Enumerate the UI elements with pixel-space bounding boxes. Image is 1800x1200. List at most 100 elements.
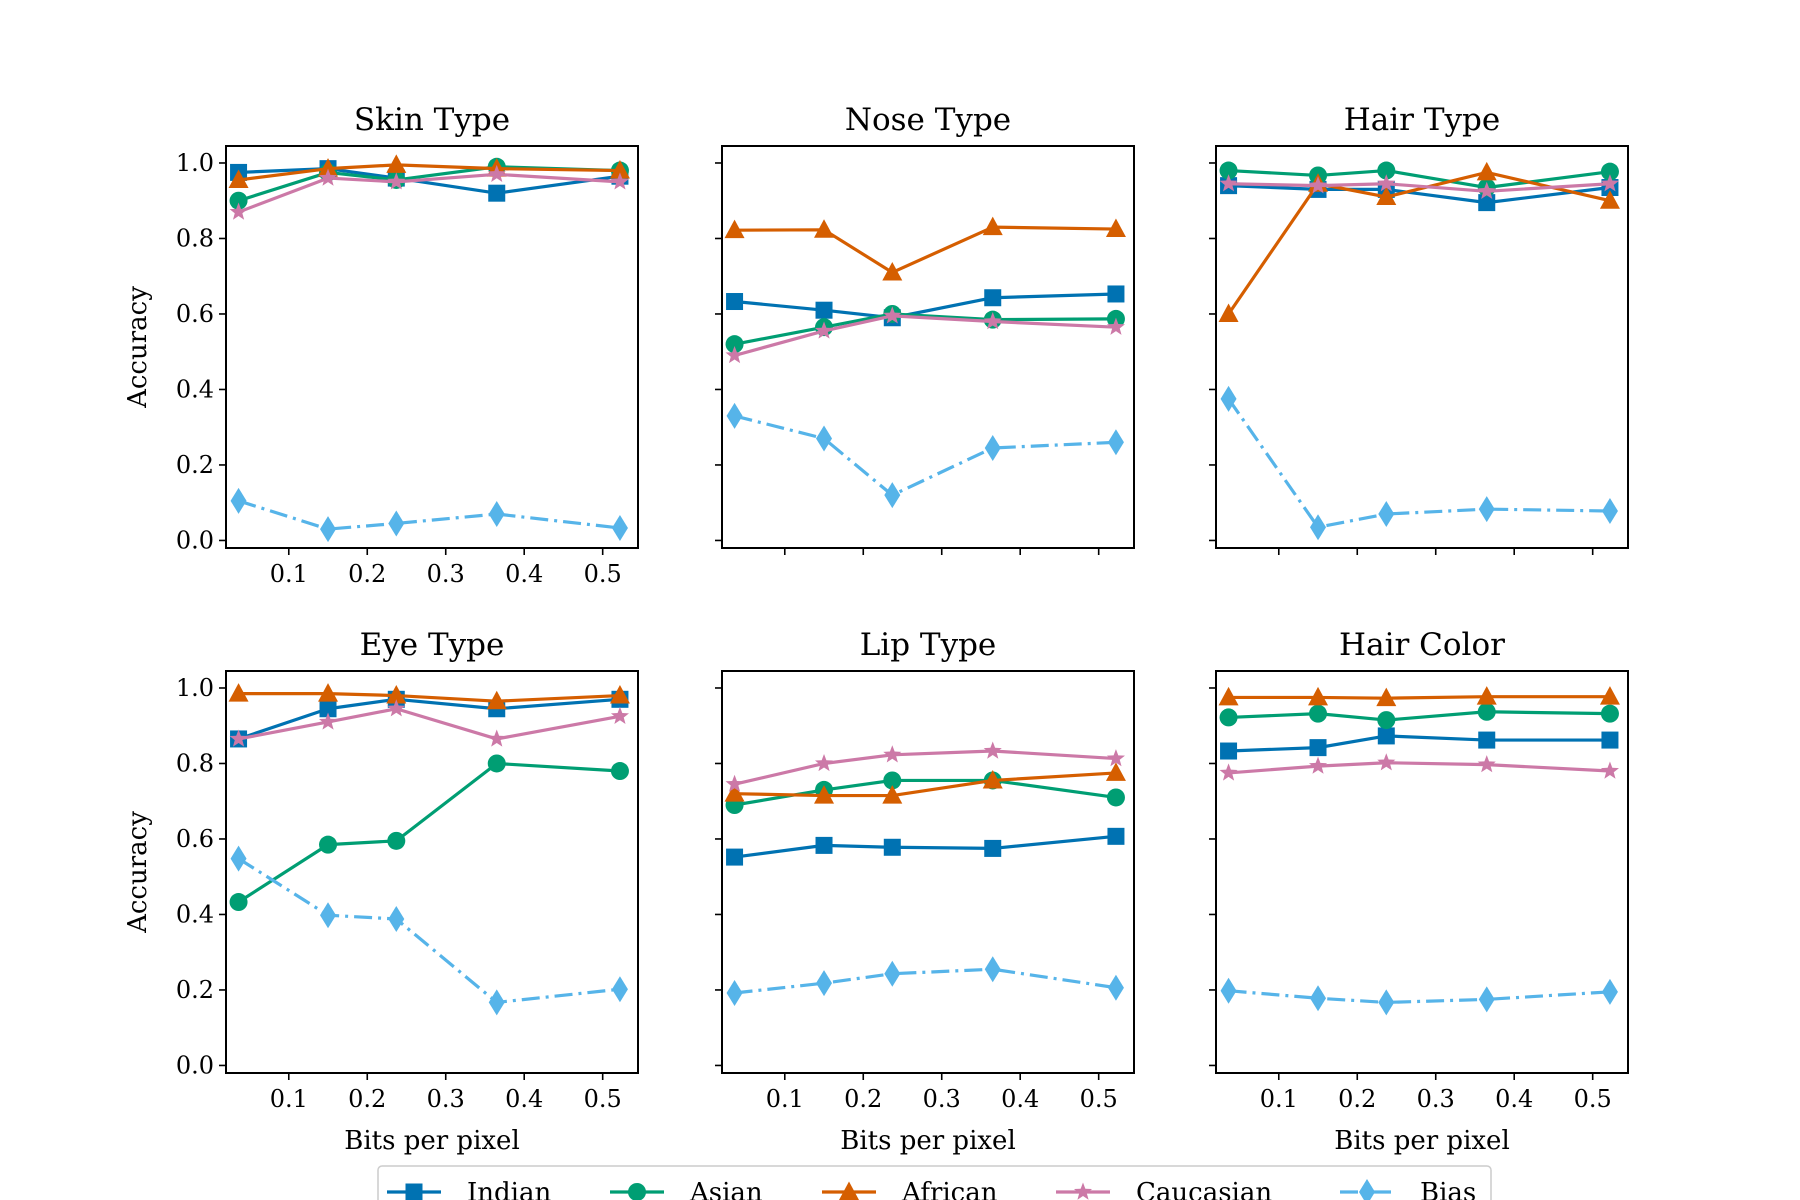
series-line-bias xyxy=(238,499,621,531)
data-point-bias xyxy=(320,902,337,929)
legend-item-caucasian: Caucasian xyxy=(1056,1178,1272,1200)
data-point-bias xyxy=(1220,385,1237,412)
legend: Indian Asian African Caucasian Bias xyxy=(377,1165,1492,1200)
legend-label-bias: Bias xyxy=(1420,1178,1476,1200)
y-tick-label: 0.8 xyxy=(176,749,214,777)
subplot-hair-type: Hair Type xyxy=(1209,102,1629,555)
data-point-caucasian xyxy=(1477,755,1496,773)
series-indian xyxy=(1220,727,1619,760)
data-point-caucasian xyxy=(983,312,1002,330)
data-point-bias xyxy=(884,960,901,987)
data-point-bias xyxy=(816,425,833,452)
data-point-caucasian xyxy=(610,172,629,190)
data-point-african xyxy=(1105,762,1126,781)
series-bias xyxy=(1220,385,1618,541)
subplot-nose-type: Nose Type xyxy=(715,102,1135,555)
data-point-asian xyxy=(387,831,406,850)
data-point-african xyxy=(982,216,1003,236)
data-point-caucasian xyxy=(725,774,744,792)
x-tick-label: 0.5 xyxy=(1574,1085,1612,1113)
data-point-asian xyxy=(725,335,744,354)
data-point-african xyxy=(1376,186,1397,205)
subplot-eye-type: Eye Type 0.0 0.2 0.4 0.6 0.8 1.0 0.1 0.2 0.3 0.4 0.… xyxy=(123,627,639,1156)
series-line-asian xyxy=(237,761,621,904)
series-asian xyxy=(1219,161,1619,197)
data-point-african xyxy=(228,169,249,188)
subplot-lip-type: Lip Type 0.1 0.2 0.3 0.4 0.5 Bits per pixel xyxy=(715,627,1135,1156)
series-line-asian xyxy=(1228,710,1610,722)
data-point-bias xyxy=(1478,496,1495,523)
data-point-indian xyxy=(488,184,506,202)
legend-label-asian: Asian xyxy=(689,1178,763,1200)
data-point-bias xyxy=(1220,977,1237,1004)
data-point-indian xyxy=(984,839,1002,857)
series-asian xyxy=(229,754,629,912)
data-point-bias xyxy=(1107,974,1124,1001)
data-point-african xyxy=(814,219,835,238)
data-point-caucasian xyxy=(725,345,744,364)
series-line-bias xyxy=(734,967,1117,995)
legend-label-caucasian: Caucasian xyxy=(1136,1178,1272,1200)
legend-item-indian: Indian xyxy=(387,1178,551,1200)
data-point-asian xyxy=(229,191,248,210)
data-point-african xyxy=(609,160,630,179)
data-point-bias xyxy=(1601,498,1618,525)
subplot-title: Lip Type xyxy=(860,627,997,663)
subplot-hair-color: Hair Color 0.1 0.2 0.3 0.4 0.5 Bits per pixel xyxy=(1209,627,1629,1156)
data-point-african xyxy=(982,769,1003,789)
x-tick-label: 0.1 xyxy=(1260,1085,1298,1113)
series-bias xyxy=(1220,977,1618,1016)
x-tick-label: 0.5 xyxy=(1080,1085,1118,1113)
data-point-asian xyxy=(883,771,902,790)
x-tick-label: 0.3 xyxy=(923,1085,961,1113)
x-tick-label: 0.3 xyxy=(1417,1085,1455,1113)
x-tick-label: 0.2 xyxy=(1338,1085,1376,1113)
data-point-caucasian xyxy=(487,164,506,182)
series-bias xyxy=(230,845,628,1016)
x-tick-label: 0.4 xyxy=(1495,1085,1533,1113)
x-tick-label: 0.5 xyxy=(584,1085,622,1113)
plot-frame xyxy=(225,670,639,1074)
data-point-caucasian xyxy=(318,712,338,730)
data-point-indian xyxy=(883,838,901,856)
series-african xyxy=(228,154,630,188)
data-point-asian xyxy=(1309,704,1328,723)
data-point-asian xyxy=(1600,162,1619,181)
data-point-bias xyxy=(388,905,405,932)
data-point-asian xyxy=(1219,161,1238,180)
y-tick-label: 0.0 xyxy=(176,526,214,554)
data-point-bias xyxy=(388,510,405,537)
series-line-bias xyxy=(237,857,621,1005)
series-caucasian xyxy=(229,699,629,747)
data-point-african xyxy=(882,785,903,804)
series-african xyxy=(724,762,1126,804)
series-line-african xyxy=(238,692,621,703)
data-point-african xyxy=(1376,687,1397,707)
legend-marker-indian xyxy=(405,1183,423,1200)
data-point-indian xyxy=(1220,742,1238,760)
x-tick-label: 0.4 xyxy=(1001,1085,1039,1113)
data-point-indian xyxy=(815,836,833,854)
plot-frame xyxy=(721,145,1135,549)
data-point-caucasian xyxy=(387,699,406,717)
series-line-caucasian xyxy=(237,172,621,214)
data-point-indian xyxy=(1478,731,1496,749)
data-point-asian xyxy=(610,762,629,781)
data-point-bias xyxy=(1601,978,1618,1005)
data-point-indian xyxy=(815,301,833,319)
series-line-caucasian xyxy=(734,314,1117,358)
data-point-indian xyxy=(984,289,1002,307)
series-line-african xyxy=(1228,695,1610,700)
x-axis-label: Bits per pixel xyxy=(344,1126,520,1156)
data-point-caucasian xyxy=(387,172,406,190)
data-point-caucasian xyxy=(318,168,338,186)
data-point-caucasian xyxy=(229,729,248,747)
x-tick-label: 0.1 xyxy=(766,1085,804,1113)
data-point-caucasian xyxy=(1600,761,1619,779)
data-point-bias xyxy=(320,516,337,543)
data-point-caucasian xyxy=(1600,174,1619,192)
series-line-bias xyxy=(734,414,1117,497)
series-line-african xyxy=(734,225,1116,275)
data-point-asian xyxy=(229,893,248,912)
data-point-asian xyxy=(1377,711,1396,730)
